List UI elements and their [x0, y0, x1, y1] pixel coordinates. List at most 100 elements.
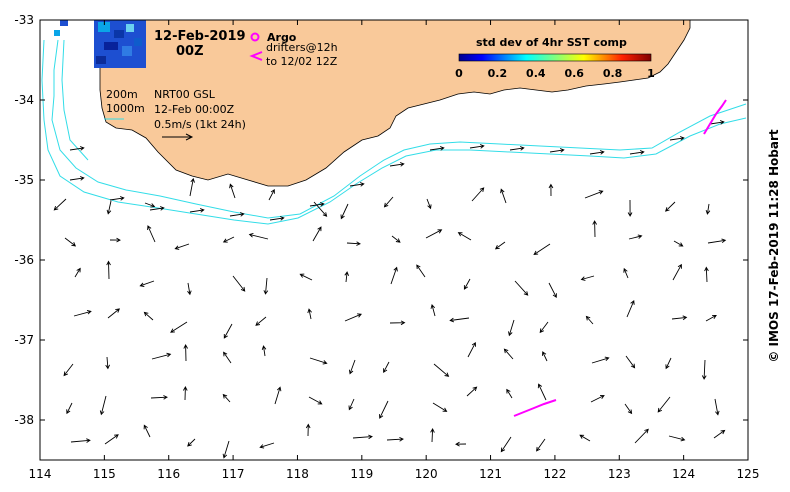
- current-arrow-icon: [299, 273, 313, 281]
- argo-marker-icon: [250, 32, 260, 42]
- current-arrow-icon: [170, 321, 188, 333]
- x-tick-label: 125: [737, 467, 760, 481]
- current-arrow-icon: [70, 438, 91, 443]
- isobath-lines: [41, 39, 747, 225]
- current-arrow-icon: [634, 428, 649, 444]
- drifter-track-south: [513, 399, 557, 417]
- current-arrow-icon: [500, 188, 507, 204]
- current-arrow-icon: [433, 363, 450, 377]
- current-arrow-icon: [591, 356, 610, 364]
- current-arrow-icon: [509, 146, 525, 151]
- current-arrow-icon: [222, 236, 235, 243]
- current-arrow-icon: [707, 238, 727, 244]
- current-arrow-icon: [106, 200, 112, 215]
- current-arrow-icon: [106, 260, 111, 280]
- land-australia: [99, 19, 691, 187]
- colorbar-tick-label: 0.4: [526, 67, 546, 80]
- current-arrow-icon: [579, 434, 591, 442]
- current-arrow-icon: [508, 319, 515, 337]
- current-arrow-icon: [309, 202, 325, 207]
- x-tick-label: 120: [415, 467, 438, 481]
- colorbar-ramp: [458, 53, 652, 62]
- y-tick-label: -36: [14, 253, 34, 267]
- current-arrow-icon: [592, 220, 597, 238]
- current-arrow-icon: [514, 280, 529, 296]
- current-arrow-icon: [269, 216, 285, 221]
- current-arrow-icon: [259, 442, 275, 449]
- current-arrow-icon: [232, 275, 246, 292]
- current-arrow-icon: [457, 232, 472, 241]
- product-time: 12-Feb 00:00Z: [154, 103, 235, 116]
- current-arrow-icon: [53, 198, 67, 211]
- current-arrows: [53, 120, 727, 459]
- current-arrow-icon: [503, 348, 514, 360]
- current-arrow-icon: [390, 266, 398, 285]
- current-arrow-icon: [349, 182, 365, 187]
- current-arrow-icon: [187, 282, 192, 296]
- isobath-200m: [51, 39, 747, 219]
- current-arrow-icon: [255, 316, 267, 326]
- y-axis: -33 -34 -35 -36 -37 -38: [14, 13, 748, 427]
- current-arrow-icon: [223, 323, 233, 339]
- current-arrow-icon: [668, 435, 686, 442]
- current-arrow-icon: [222, 440, 230, 459]
- current-arrow-icon: [307, 308, 312, 320]
- current-arrow-icon: [312, 226, 322, 242]
- current-arrow-icon: [74, 267, 81, 278]
- current-arrow-icon: [580, 275, 595, 281]
- current-arrow-icon: [344, 271, 350, 283]
- current-arrow-icon: [704, 266, 709, 283]
- current-arrow-icon: [665, 201, 676, 212]
- drifter-track-east: [703, 99, 727, 135]
- colorbar: std dev of 4hr SST comp 0 0.2 0.4 0.6 0.8 1: [455, 36, 655, 80]
- y-tick-label: -34: [14, 93, 34, 107]
- current-arrow-icon: [548, 183, 554, 197]
- current-arrow-icon: [352, 434, 373, 440]
- drifter-tracks: [513, 99, 727, 417]
- current-arrow-icon: [430, 303, 436, 317]
- colorbar-title: std dev of 4hr SST comp: [476, 36, 627, 49]
- drifters-label-2: to 12/02 12Z: [266, 55, 338, 68]
- current-arrow-icon: [585, 315, 594, 325]
- current-arrow-icon: [463, 278, 471, 290]
- drifters-label-1: drifters@12h: [266, 41, 338, 54]
- product-label: NRT00 GSL: [154, 88, 216, 101]
- current-arrow-icon: [69, 146, 85, 151]
- info-block: 200m 1000m NRT00 GSL 12-Feb 00:00Z 0.5m/…: [104, 88, 246, 141]
- current-arrow-icon: [305, 423, 311, 437]
- map-frame: [39, 19, 749, 461]
- colorbar-tick-label: 0.8: [603, 67, 623, 80]
- x-tick-label: 122: [543, 467, 566, 481]
- current-arrow-icon: [348, 359, 356, 375]
- current-arrow-icon: [143, 311, 154, 321]
- current-arrow-icon: [389, 162, 405, 167]
- x-tick-label: 116: [157, 467, 180, 481]
- colorbar-tick-label: 0: [455, 67, 463, 80]
- current-arrow-icon: [386, 436, 404, 442]
- colorbar-ticks: 0 0.2 0.4 0.6 0.8 1: [455, 67, 655, 80]
- current-arrow-icon: [455, 441, 467, 447]
- current-arrow-icon: [629, 150, 645, 155]
- current-arrow-icon: [506, 388, 513, 399]
- current-arrow-icon: [147, 225, 156, 243]
- current-arrow-icon: [150, 395, 168, 400]
- current-arrow-icon: [584, 190, 604, 199]
- isobath-200-label: 200m: [106, 88, 138, 101]
- current-arrow-icon: [189, 208, 205, 213]
- current-arrow-icon: [222, 393, 231, 403]
- current-arrow-icon: [590, 394, 605, 403]
- current-arrow-icon: [705, 314, 717, 322]
- current-arrow-icon: [425, 229, 443, 239]
- current-arrow-icon: [709, 120, 725, 125]
- current-arrow-icon: [627, 199, 633, 217]
- current-arrow-icon: [430, 428, 435, 443]
- current-arrow-icon: [389, 320, 406, 326]
- x-tick-label: 119: [350, 467, 373, 481]
- current-arrow-icon: [549, 148, 565, 153]
- current-arrow-icon: [340, 203, 349, 220]
- current-arrow-icon: [494, 241, 506, 250]
- current-arrow-icon: [500, 436, 512, 453]
- sst-stddev-patch: [54, 20, 146, 68]
- current-arrow-icon: [672, 263, 682, 281]
- current-arrow-icon: [104, 434, 119, 445]
